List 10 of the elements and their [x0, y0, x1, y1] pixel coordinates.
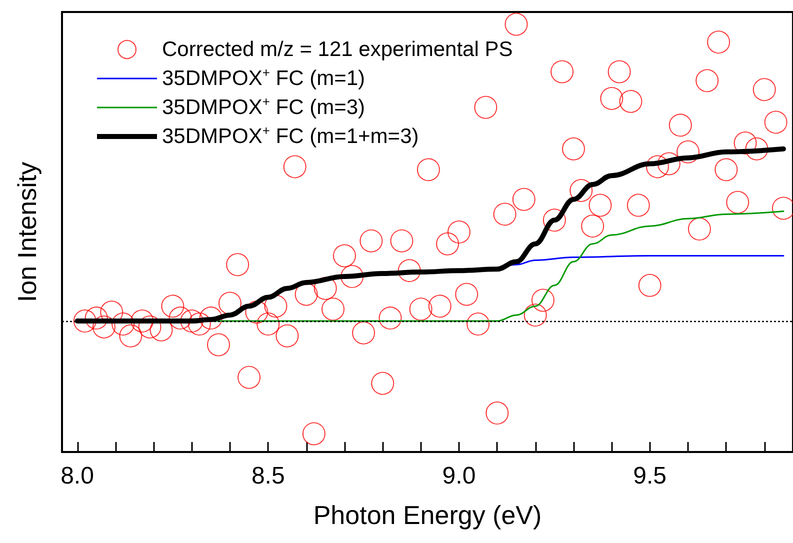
legend-label: Corrected m/z = 121 experimental PS	[162, 38, 513, 61]
legend-label: 35DMPOX+ FC (m=3)	[162, 94, 366, 119]
y-axis-title: Ion Intensity	[12, 162, 42, 302]
x-tick-label: 9.0	[442, 462, 476, 490]
x-tick-label: 8.0	[60, 462, 94, 490]
x-tick-label: 8.5	[251, 462, 285, 490]
x-tick-label: 9.5	[633, 462, 667, 490]
legend-label: 35DMPOX+ FC (m=1)	[162, 65, 366, 90]
x-axis-title: Photon Energy (eV)	[313, 500, 542, 530]
legend-label: 35DMPOX+ FC (m=1+m=3)	[162, 123, 419, 148]
